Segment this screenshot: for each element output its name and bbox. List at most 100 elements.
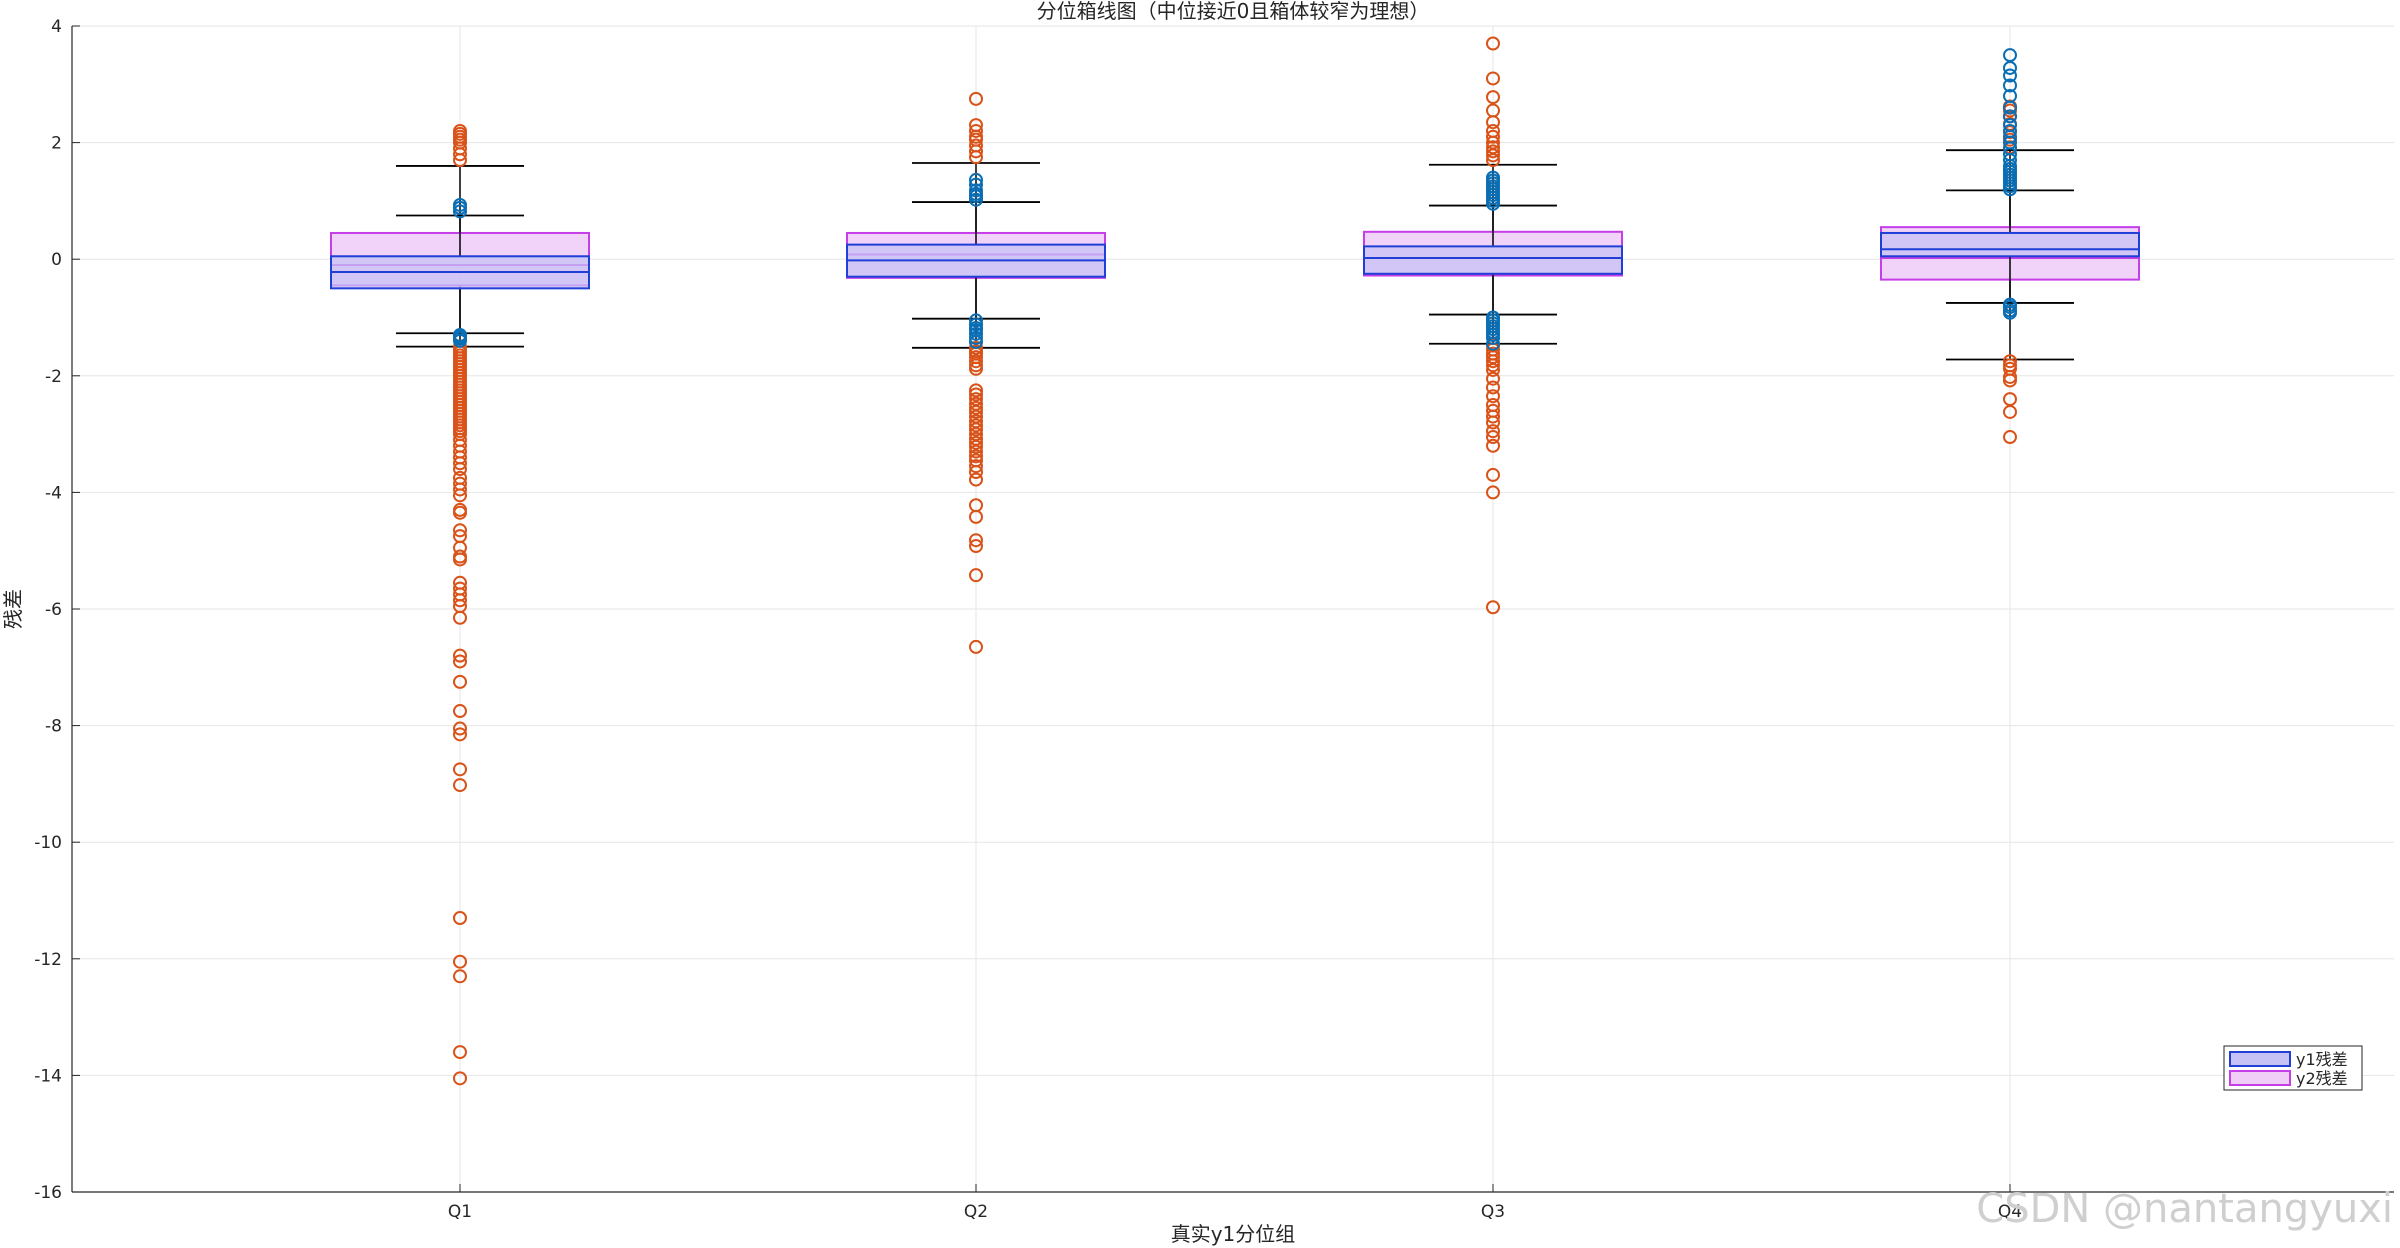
y-tick-label: 2: [51, 134, 62, 154]
chart-title: 分位箱线图（中位接近0且箱体较窄为理想）: [1037, 0, 1430, 23]
outlier-point-y2: [1486, 415, 1500, 430]
outlier-point-y2: [453, 456, 467, 471]
outlier-point-y2: [969, 444, 983, 459]
outlier-points: [453, 36, 2017, 1086]
outlier-point-y1: [2003, 305, 2017, 320]
outlier-point-y2: [453, 969, 467, 984]
outlier-point-y2: [453, 654, 467, 669]
outlier-point-y2: [1486, 362, 1500, 377]
box-series: [330, 149, 2140, 361]
outlier-point-y2: [969, 639, 983, 654]
outlier-point-y2: [969, 539, 983, 554]
box-y1-q4: [1880, 231, 2140, 258]
legend-swatch-y2: [2229, 1070, 2291, 1086]
y-axis-title: 残差: [1, 589, 25, 629]
outlier-point-y2: [969, 118, 983, 133]
x-tick-label: Q1: [448, 1202, 472, 1222]
outlier-point-y2: [969, 472, 983, 487]
outlier-point-y2: [969, 383, 983, 398]
outlier-point-y2: [453, 910, 467, 925]
outlier-point-y2: [969, 361, 983, 376]
outlier-point-y2: [969, 464, 983, 479]
box-y1-q3: [1363, 245, 1623, 275]
outlier-point-y1: [969, 326, 983, 341]
x-tick-label: Q4: [1998, 1202, 2022, 1222]
outlier-point-y2: [969, 568, 983, 583]
outlier-point-y1: [969, 177, 983, 192]
outlier-point-y2: [1486, 36, 1500, 51]
outlier-point-y1: [1486, 330, 1500, 345]
outlier-point-y2: [453, 593, 467, 608]
outlier-point-y1: [969, 313, 983, 328]
y-tick-label: -10: [34, 833, 62, 853]
outlier-point-y2: [2003, 430, 2017, 445]
outlier-point-y2: [969, 354, 983, 369]
outlier-point-y2: [969, 404, 983, 419]
outlier-point-y1: [2003, 118, 2017, 133]
outlier-point-y1: [2003, 88, 2017, 103]
y-tick-label: -8: [45, 717, 62, 737]
y-tick-label: -16: [34, 1183, 62, 1203]
outlier-point-y2: [969, 138, 983, 153]
outlier-point-y2: [2003, 354, 2017, 369]
outlier-point-y2: [969, 418, 983, 433]
outlier-point-y2: [453, 610, 467, 625]
outlier-point-y2: [1486, 123, 1500, 138]
outlier-point-y2: [453, 704, 467, 719]
x-tick-label: Q3: [1481, 1202, 1505, 1222]
outlier-point-y1: [2003, 109, 2017, 124]
outlier-point-y2: [1486, 358, 1500, 373]
outlier-point-y2: [1486, 600, 1500, 615]
outlier-point-y2: [453, 648, 467, 663]
outlier-point-y2: [969, 387, 983, 402]
outlier-point-y1: [2003, 68, 2017, 83]
outlier-point-y2: [969, 422, 983, 437]
y-tick-label: -4: [45, 483, 62, 503]
outlier-point-y2: [453, 482, 467, 497]
outlier-point-y2: [453, 1071, 467, 1086]
outlier-point-y2: [1486, 380, 1500, 395]
outlier-point-y2: [1486, 144, 1500, 159]
outlier-point-y2: [2003, 404, 2017, 419]
outlier-point-y2: [1486, 354, 1500, 369]
outlier-point-y1: [2003, 48, 2017, 63]
outlier-point-y2: [1486, 467, 1500, 482]
outlier-point-y1: [2003, 123, 2017, 138]
outlier-point-y2: [969, 439, 983, 454]
outlier-point-y2: [453, 1045, 467, 1060]
outlier-point-y1: [969, 330, 983, 345]
outlier-point-y2: [1486, 485, 1500, 500]
outlier-point-y2: [453, 523, 467, 538]
legend-label-y2: y2残差: [2296, 1069, 2348, 1088]
outlier-point-y2: [1486, 103, 1500, 118]
watermark: CSDN @nantangyuxi: [1976, 1186, 2393, 1232]
outlier-point-y2: [453, 462, 467, 477]
outlier-point-y2: [1486, 140, 1500, 155]
outlier-point-y2: [969, 435, 983, 450]
y-tick-label: -6: [45, 600, 62, 620]
x-tick-label: Q2: [964, 1202, 988, 1222]
outlier-point-y2: [453, 488, 467, 503]
outlier-point-y2: [453, 123, 467, 138]
outlier-point-y1: [453, 197, 467, 212]
outlier-point-y1: [1486, 170, 1500, 185]
outlier-point-y2: [453, 674, 467, 689]
outlier-point-y1: [969, 334, 983, 349]
x-axis-title: 真实y1分位组: [1171, 1222, 1296, 1246]
outlier-point-y1: [969, 183, 983, 198]
y-tick-label: -12: [34, 950, 62, 970]
outlier-point-y1: [1486, 336, 1500, 351]
outlier-point-y1: [453, 333, 467, 348]
outlier-point-y2: [453, 762, 467, 777]
outlier-point-y2: [1486, 90, 1500, 105]
y-tick-label: 0: [51, 250, 62, 270]
outlier-point-y2: [1486, 71, 1500, 86]
legend-swatch-y1: [2229, 1051, 2291, 1067]
outlier-point-y2: [969, 123, 983, 138]
y-tick-label: -2: [45, 367, 62, 387]
y-tick-label: 4: [51, 17, 62, 37]
outlier-point-y2: [969, 400, 983, 415]
outlier-point-y2: [453, 954, 467, 969]
legend: y1残差 y2残差: [2223, 1045, 2363, 1091]
